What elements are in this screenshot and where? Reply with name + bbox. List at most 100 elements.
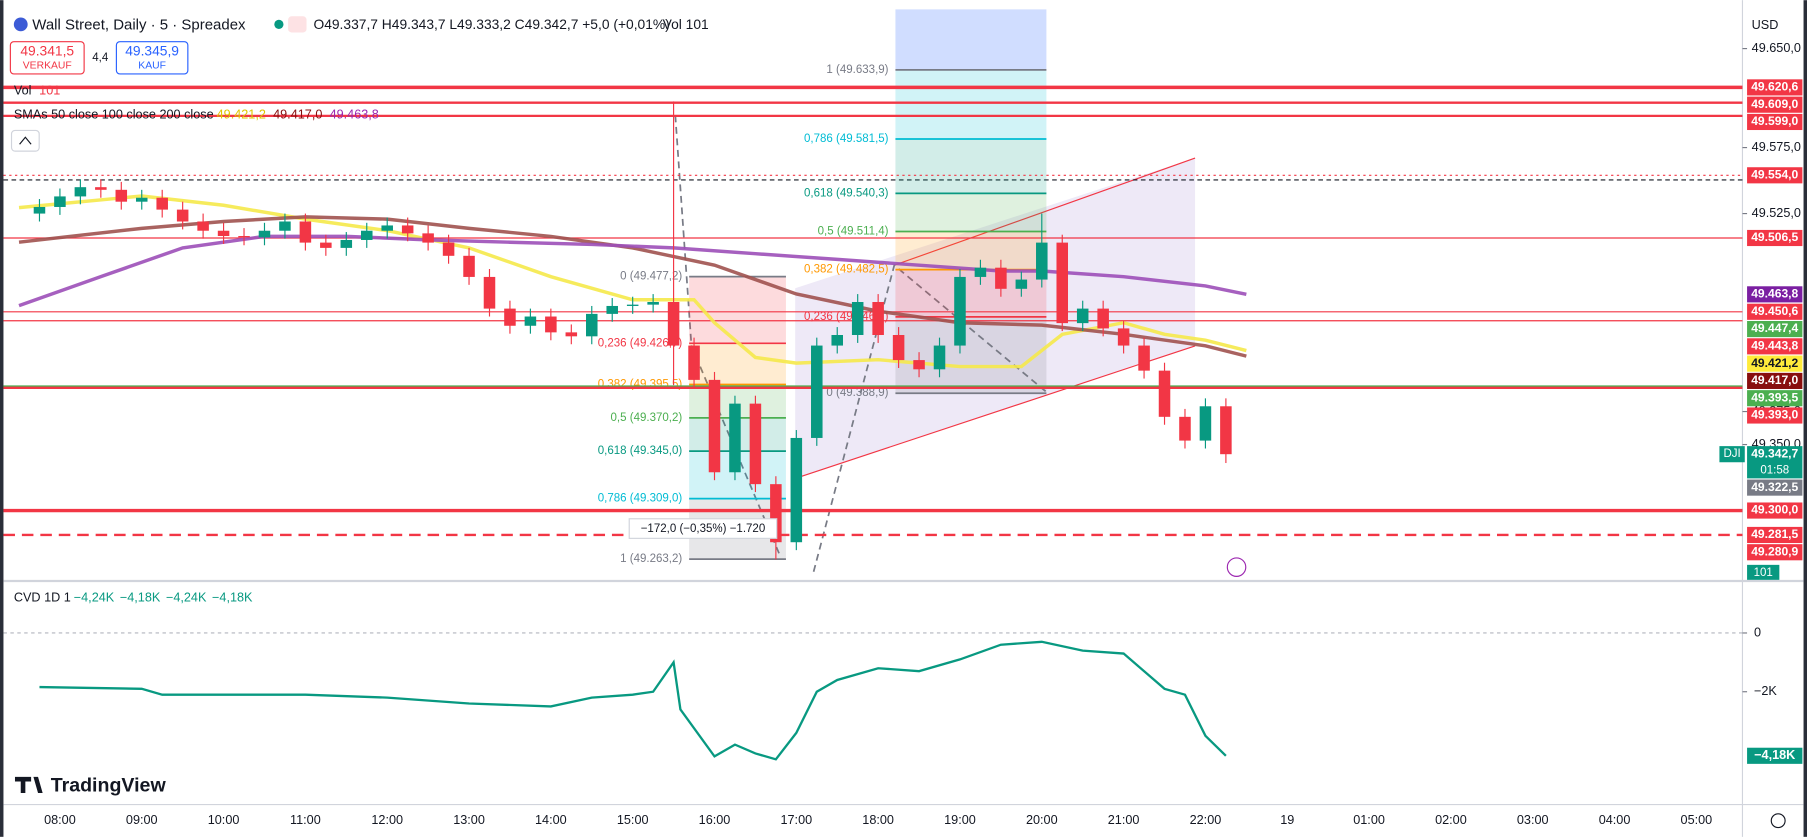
candle-body: [217, 230, 230, 237]
candle-body: [995, 267, 1007, 289]
plot-layer: 49.650,049.575,049.525,049.375,049.350,0…: [3, 41, 1803, 827]
fib-label: 0 (49.477,2): [620, 271, 682, 283]
fib-extension-band: [895, 9, 1047, 70]
candle-body: [504, 308, 516, 326]
candle-body: [749, 403, 762, 485]
x-tick-label: 19: [1280, 813, 1294, 827]
logo: TradingView: [51, 774, 167, 796]
price-tag-label: 49.300,0: [1751, 503, 1798, 517]
price-tag: [1747, 479, 1803, 496]
price-tag: [1747, 446, 1803, 479]
fib-band: [689, 343, 786, 385]
sell-button[interactable]: [9, 41, 85, 75]
x-tick-label: 01:00: [1353, 813, 1385, 827]
candle-body: [1076, 308, 1089, 324]
candle-body: [586, 313, 598, 337]
candle-body: [770, 484, 782, 543]
price-tag-label: 49.322,5: [1751, 480, 1798, 494]
volume-tag-label: 101: [1754, 567, 1773, 579]
buy-price[interactable]: 49.345,9: [125, 43, 179, 59]
x-tick-label: 16:00: [699, 813, 731, 827]
price-tag: [1747, 96, 1803, 113]
frame-right: [1803, 0, 1807, 837]
collapse-button[interactable]: [10, 129, 40, 152]
symbol-tag: [1719, 446, 1745, 463]
settings-icon[interactable]: [1770, 813, 1786, 829]
candle-body: [1117, 328, 1130, 346]
measure-box: [628, 518, 778, 539]
x-tick-label: 02:00: [1435, 813, 1467, 827]
cvd-title: CVD 1D 1: [14, 591, 71, 605]
ohlc-values: O49.337,7 H49.343,7 L49.333,2 C49.342,7 …: [313, 16, 669, 32]
candle-body: [872, 302, 884, 336]
x-tick-label: 09:00: [126, 813, 158, 827]
cvd-legend-value: −4,24K: [166, 591, 207, 605]
candle-body: [1138, 345, 1150, 371]
cvd-tag-label: −4,18K: [1754, 748, 1796, 762]
x-tick-label: 14:00: [535, 813, 567, 827]
buy-label[interactable]: KAUF: [138, 61, 166, 72]
candle-body: [238, 236, 250, 238]
frame-left: [0, 0, 4, 837]
candle-body: [892, 335, 905, 361]
candle-body: [545, 316, 557, 333]
buy-button[interactable]: [115, 41, 189, 75]
fib-label: 0,5 (49.370,2): [611, 412, 683, 424]
alert-icon[interactable]: [1226, 557, 1247, 577]
candle-body: [565, 332, 578, 337]
cvd-legend-value: −4,18K: [212, 591, 253, 605]
sma-value: 49.421,2: [217, 108, 266, 122]
candle-body: [1220, 406, 1232, 455]
x-tick-label: 21:00: [1108, 813, 1140, 827]
x-tick-label: 10:00: [208, 813, 240, 827]
price-tag-label: 49.450,6: [1751, 304, 1798, 318]
channel-line: [794, 345, 1196, 479]
price-tag: [1747, 167, 1803, 184]
candle-body: [933, 345, 946, 370]
candle-body: [1036, 242, 1048, 280]
candle-body: [954, 276, 966, 346]
price-tag-label: 49.463,8: [1751, 287, 1798, 301]
candle-body: [299, 221, 312, 243]
price-tag: [1747, 113, 1803, 131]
x-tick-label: 12:00: [371, 813, 403, 827]
logo-icon: [14, 776, 43, 794]
sell-label[interactable]: VERKAUF: [23, 61, 72, 72]
price-tag-label: 49.554,0: [1751, 168, 1798, 182]
candle-body: [156, 197, 168, 210]
price-tag-label: 49.443,8: [1751, 339, 1798, 353]
candle-body: [483, 276, 496, 309]
candle-body: [790, 437, 803, 543]
candle-body: [851, 302, 864, 336]
price-tag: [1747, 407, 1803, 424]
candle-body: [1097, 308, 1109, 329]
x-tick-label: 18:00: [862, 813, 894, 827]
x-tick-label: 17:00: [780, 813, 812, 827]
candle-body: [1179, 416, 1191, 441]
candle-body: [811, 345, 823, 438]
candle-body: [176, 209, 189, 222]
candle-body: [33, 206, 46, 214]
currency: USD: [1752, 18, 1779, 32]
y-tick-label: 49.525,0: [1752, 206, 1801, 220]
x-tick-label: 22:00: [1190, 813, 1222, 827]
fib-band: [895, 69, 1047, 140]
x-tick-label: 03:00: [1517, 813, 1549, 827]
candle-body: [626, 304, 639, 306]
candle-body: [422, 233, 434, 243]
candle-body: [1056, 242, 1069, 324]
fib-label: 0,786 (49.309,0): [598, 493, 683, 505]
price-tag: [1747, 544, 1803, 561]
cvd-legend-value: −4,24K: [74, 591, 115, 605]
price-tag: [1747, 502, 1803, 519]
candle-body: [197, 221, 209, 231]
fib-label: 0,236 (49.446,7): [804, 311, 889, 323]
fib-band: [895, 316, 1047, 394]
price-tag-label: 49.281,5: [1751, 527, 1798, 541]
sma-legend: SMAs 50 close 100 close 200 close: [14, 108, 214, 122]
candle-body: [463, 255, 475, 277]
collapse-icon[interactable]: [19, 136, 32, 145]
sma-line: [18, 194, 1247, 369]
sell-price[interactable]: 49.341,5: [20, 43, 74, 59]
